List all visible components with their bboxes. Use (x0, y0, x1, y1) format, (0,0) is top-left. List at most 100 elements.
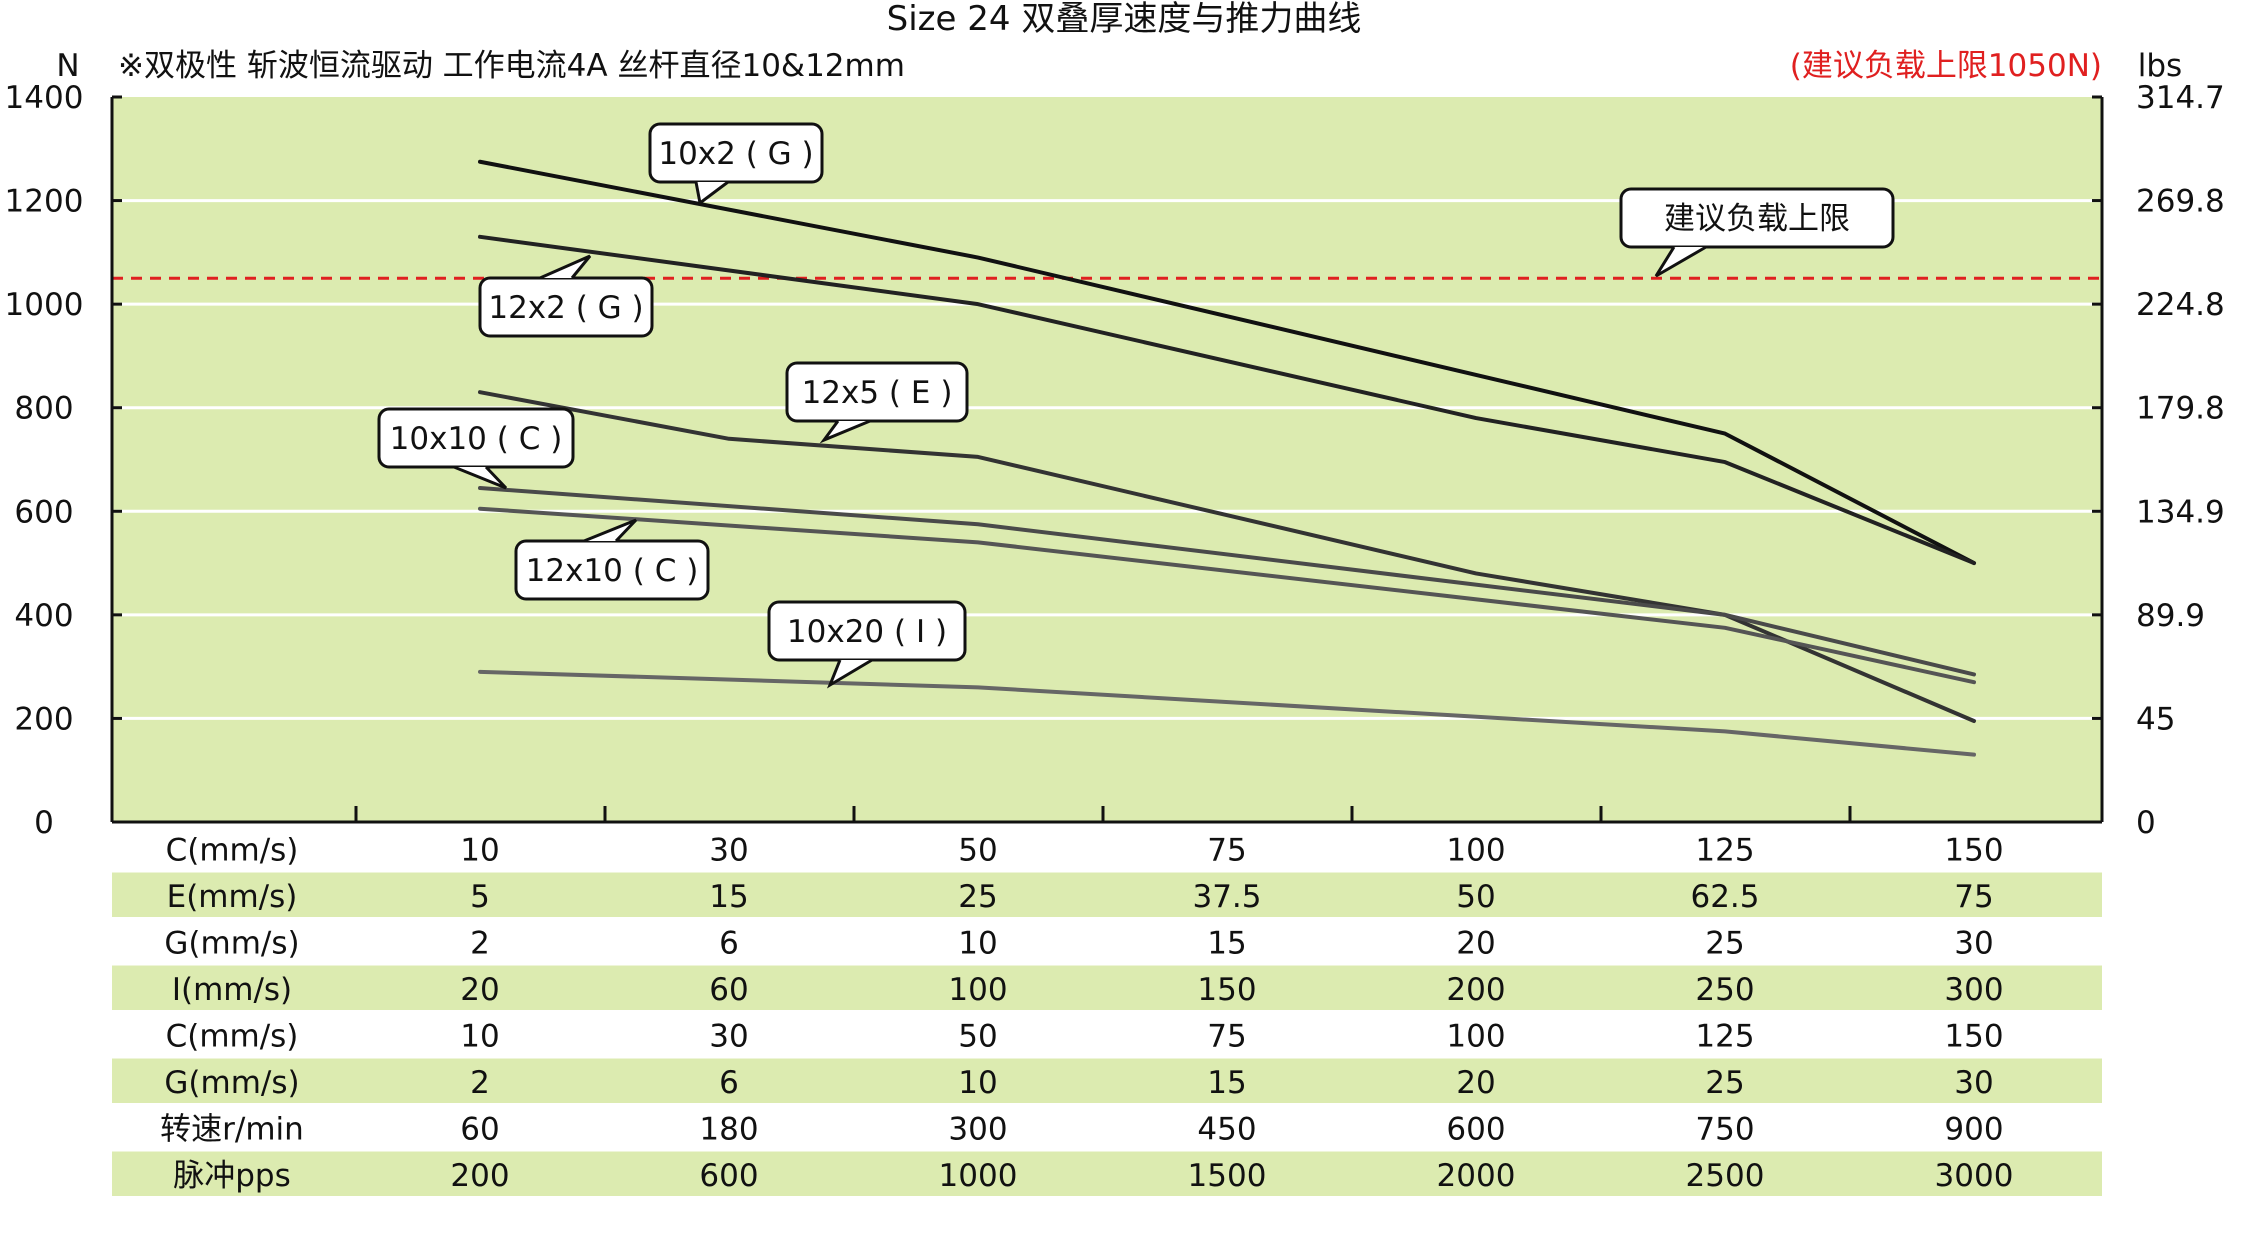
chart-title: Size 24 双叠厚速度与推力曲线 (887, 0, 1362, 39)
callout-box (648, 122, 824, 184)
table-cell: 62.5 (1690, 879, 1759, 915)
table-cell: 15 (1207, 925, 1246, 961)
callout-pointer (539, 254, 592, 280)
table-cell: 1500 (1188, 1158, 1267, 1194)
callout-pointer (453, 465, 508, 490)
table-cell: 37.5 (1192, 879, 1261, 915)
table-cell: 125 (1695, 832, 1754, 868)
table-cell: 200 (1446, 972, 1505, 1008)
table-cell: 75 (1207, 832, 1246, 868)
table-row-label: 转速r/min (160, 1111, 304, 1147)
table-row-label: G(mm/s) (164, 1065, 299, 1101)
series-line (478, 234, 1976, 566)
table-cell: 600 (699, 1158, 758, 1194)
series-line (478, 159, 1976, 566)
table-cell: 30 (709, 1018, 748, 1054)
table-cell: 10 (460, 1018, 499, 1054)
table-cell: 60 (709, 972, 748, 1008)
y-right-tick-label: 179.8 (2136, 391, 2225, 427)
y-right-tick-label: 45 (2136, 701, 2175, 737)
table-cell: 25 (1705, 925, 1744, 961)
y-right-tick-label: 89.9 (2136, 598, 2205, 634)
y-left-tick-label: 800 (14, 391, 73, 427)
table-cell: 20 (460, 972, 499, 1008)
table-cell: 100 (1446, 1018, 1505, 1054)
table-cell: 15 (1207, 1065, 1246, 1101)
callout-label: 12x2 ( G ) (488, 290, 643, 326)
table-row-label: 脉冲pps (173, 1158, 291, 1194)
table-cell: 75 (1954, 879, 1993, 915)
table-row-label: G(mm/s) (164, 925, 299, 961)
callout-label: 12x10 ( C ) (526, 553, 699, 589)
y-right-tick-label: 224.8 (2136, 287, 2225, 323)
callout-label: 10x2 ( G ) (658, 136, 813, 172)
y-left-tick-label: 1400 (5, 80, 84, 116)
table-cell: 300 (1944, 972, 2003, 1008)
y-right-tick-label: 314.7 (2136, 80, 2225, 116)
table-cell: 600 (1446, 1111, 1505, 1147)
table-cell: 10 (958, 1065, 997, 1101)
callout-label: 10x20 ( I ) (787, 614, 947, 650)
table-row-label: C(mm/s) (166, 1018, 299, 1054)
table-cell: 100 (1446, 832, 1505, 868)
callout-box (785, 361, 969, 423)
y-left-tick-labels: 0 200 400 600 800 1000 1200 1400 (5, 80, 84, 841)
y-right-tick-labels: 0 45 89.9 134.9 179.8 224.8 269.8 314.7 (2136, 80, 2225, 841)
table-cell: 2 (470, 1065, 490, 1101)
table-cell: 450 (1197, 1111, 1256, 1147)
table-row-stripe (112, 872, 2102, 917)
table-cell: 2000 (1437, 1158, 1516, 1194)
callout-pointer (819, 419, 871, 444)
callout-label: 建议负载上限 (1664, 201, 1850, 237)
callout-pointer (826, 658, 873, 689)
table-row-stripe (112, 1058, 2102, 1103)
table-cell: 2 (470, 925, 490, 961)
table-row-label: E(mm/s) (167, 879, 298, 915)
series-callouts: 10x2 ( G ) 12x2 ( G ) 12x5 ( E ) 10x10 ( C … (377, 122, 1895, 689)
chart-subtitle: ※双极性 斩波恒流驱动 工作电流4A 丝杆直径10&12mm (118, 48, 905, 84)
table-cell: 25 (958, 879, 997, 915)
table-row-label: C(mm/s) (166, 832, 299, 868)
table-cell: 100 (948, 972, 1007, 1008)
series-line (478, 669, 1976, 757)
y-left-tick-label: 1000 (5, 287, 84, 323)
y-left-tick-label: 400 (14, 598, 73, 634)
table-cell: 30 (709, 832, 748, 868)
table-cell: 50 (958, 1018, 997, 1054)
table-row-label: I(mm/s) (172, 972, 292, 1008)
table-cell: 10 (460, 832, 499, 868)
series-line (478, 390, 1976, 724)
table-cell: 750 (1695, 1111, 1754, 1147)
table-cell: 30 (1954, 925, 1993, 961)
load-limit-note: (建议负载上限1050N) (1790, 48, 2102, 84)
speed-table: C(mm/s) 10 30 50 75 100 125 150 E(mm/s) 5 15 25 37.5… (112, 832, 2102, 1196)
table-cell: 150 (1944, 832, 2003, 868)
table-cell: 10 (958, 925, 997, 961)
series-line (478, 485, 1976, 677)
table-row-stripe (112, 1151, 2102, 1196)
table-cell: 30 (1954, 1065, 1993, 1101)
y-left-tick-label: 1200 (5, 184, 84, 220)
table-cell: 180 (699, 1111, 758, 1147)
callout-label: 10x10 ( C ) (390, 421, 563, 457)
table-cell: 50 (958, 832, 997, 868)
callout-pointer (1654, 245, 1707, 278)
table-cell: 300 (948, 1111, 1007, 1147)
series-line (478, 506, 1976, 685)
callout-label: 12x5 ( E ) (802, 375, 953, 411)
y-left-tick-label: 200 (14, 701, 73, 737)
table-cell: 75 (1207, 1018, 1246, 1054)
table-cell: 900 (1944, 1111, 2003, 1147)
table-cell: 6 (719, 1065, 739, 1101)
y-right-tick-label: 134.9 (2136, 494, 2225, 530)
y-left-tick-label: 0 (34, 805, 54, 841)
callout-pointer (694, 180, 729, 206)
y-right-tick-label: 0 (2136, 805, 2156, 841)
table-cell: 6 (719, 925, 739, 961)
y-left-tick-label: 600 (14, 494, 73, 530)
table-cell: 150 (1197, 972, 1256, 1008)
table-cell: 125 (1695, 1018, 1754, 1054)
table-cell: 200 (450, 1158, 509, 1194)
table-cell: 60 (460, 1111, 499, 1147)
table-cell: 20 (1456, 1065, 1495, 1101)
